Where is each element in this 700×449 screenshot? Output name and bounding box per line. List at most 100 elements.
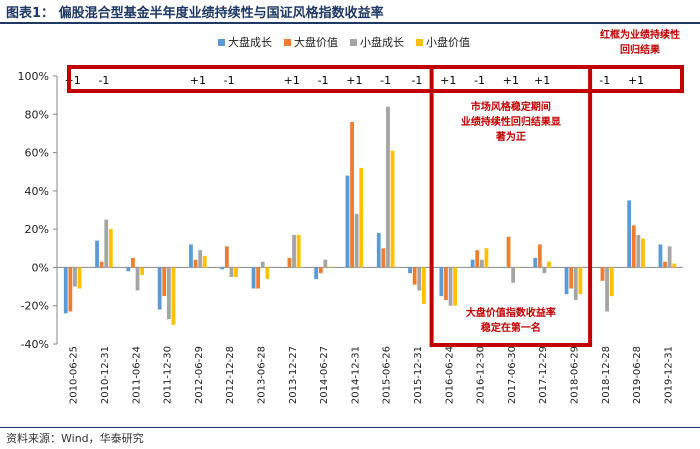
x-tick-label: 2019-12-31 — [663, 346, 674, 404]
persistence-label: -1 — [224, 74, 235, 87]
persistence-label: -1 — [98, 74, 109, 87]
bar-大盘价值-2019-12-31 — [663, 261, 667, 268]
footer-divider — [0, 427, 700, 428]
bar-小盘成长-2015-12-31 — [417, 267, 422, 291]
bar-小盘成长-2011-12-30 — [166, 267, 171, 320]
legend-swatch-大盘成长 — [218, 39, 225, 46]
bar-大盘价值-2014-06-27 — [318, 267, 323, 274]
bar-小盘成长-2010-12-31 — [104, 219, 109, 268]
legend-note: 回归结果 — [620, 43, 661, 56]
bar-大盘价值-2016-12-30 — [475, 250, 480, 268]
bar-大盘成长-2019-06-28 — [627, 200, 632, 268]
y-tick-label: -20% — [21, 300, 49, 313]
x-tick-label: 2018-12-28 — [601, 346, 612, 404]
bar-大盘成长-2013-12-27 — [282, 267, 287, 269]
bar-chart: -40% -20% 0% 20% 40% 60% 80% 100% 2010-06-25 2010… — [18, 28, 684, 404]
persistence-label: +1 — [284, 74, 300, 87]
bar-大盘价值-2012-06-29 — [193, 259, 198, 268]
bar-大盘价值-2019-06-28 — [631, 225, 636, 268]
bar-小盘价值-2017-06-30 — [515, 267, 520, 269]
y-tick-label: 80% — [25, 108, 49, 121]
legend-swatch-小盘成长 — [350, 39, 357, 46]
y-tick-label: -40% — [21, 338, 49, 351]
x-tick-label: 2016-06-24 — [444, 346, 455, 404]
x-tick-label: 2014-06-27 — [319, 346, 330, 404]
bar-小盘价值-2014-12-31 — [359, 167, 364, 268]
x-tick-label: 2012-06-29 — [194, 346, 205, 404]
stable-period-note: 业绩持续性回归结果显 — [461, 115, 561, 128]
bar-小盘成长-2015-06-26 — [386, 106, 390, 268]
x-tick-label: 2014-12-31 — [350, 346, 361, 404]
bar-小盘成长-2014-12-31 — [354, 213, 359, 268]
bar-大盘成长-2017-06-30 — [502, 267, 506, 269]
bar-大盘价值-2017-12-29 — [537, 244, 542, 268]
bar-大盘成长-2010-12-31 — [95, 240, 99, 268]
bar-小盘成长-2017-12-29 — [542, 267, 547, 274]
bar-小盘价值-2016-06-24 — [453, 267, 458, 306]
bar-小盘成长-2012-12-28 — [229, 267, 234, 277]
legend-swatch-小盘价值 — [416, 39, 423, 46]
bar-小盘成长-2016-06-24 — [448, 267, 453, 306]
bar-小盘成长-2011-06-24 — [135, 267, 140, 291]
y-tick-label: 60% — [25, 147, 49, 160]
x-tick-label: 2017-12-29 — [538, 346, 549, 404]
persistence-label: +1 — [65, 74, 81, 87]
bar-大盘价值-2014-12-31 — [350, 121, 354, 268]
bar-小盘成长-2018-06-29 — [573, 267, 578, 300]
bar-大盘成长-2016-06-24 — [439, 267, 444, 297]
bar-大盘成长-2014-06-27 — [314, 267, 319, 279]
bar-大盘成长-2015-06-26 — [376, 232, 381, 268]
legend-label-小盘成长: 小盘成长 — [360, 35, 404, 49]
y-tick-label: 40% — [25, 185, 49, 198]
x-tick-label: 2011-06-24 — [131, 346, 142, 404]
bar-大盘成长-2012-06-29 — [189, 244, 193, 268]
persistence-label: -1 — [318, 74, 329, 87]
bar-大盘成长-2011-12-30 — [157, 267, 162, 310]
source-note: 资料来源：Wind，华泰研究 — [6, 432, 144, 445]
bar-小盘价值-2011-06-24 — [140, 267, 145, 276]
bar-大盘价值-2012-12-28 — [224, 246, 229, 268]
persistence-label: +1 — [628, 74, 644, 87]
y-tick-label: 20% — [25, 223, 49, 236]
bar-小盘价值-2018-12-28 — [609, 267, 614, 297]
bar-小盘价值-2019-12-31 — [672, 263, 677, 268]
bar-小盘价值-2011-12-30 — [171, 267, 176, 325]
bar-大盘成长-2014-12-31 — [345, 175, 350, 268]
x-tick-label: 2012-12-28 — [225, 346, 236, 404]
x-tick-label: 2015-12-31 — [413, 346, 424, 404]
bar-小盘成长-2010-06-25 — [73, 267, 77, 287]
bar-小盘价值-2015-12-31 — [421, 267, 426, 304]
bar-大盘价值-2013-12-27 — [287, 257, 292, 268]
stable-period-note: 市场风格稳定期间 — [471, 100, 551, 113]
persistence-highlight-box — [67, 65, 684, 93]
bar-大盘价值-2018-12-28 — [600, 267, 605, 281]
x-tick-label: 2015-06-26 — [382, 346, 393, 404]
x-tick-label: 2010-12-31 — [100, 346, 111, 404]
bar-大盘成长-2019-12-31 — [658, 244, 663, 268]
bar-大盘价值-2015-12-31 — [412, 267, 417, 285]
bar-小盘成长-2012-06-29 — [198, 250, 203, 268]
persistence-label: +1 — [503, 74, 519, 87]
legend-label-大盘成长: 大盘成长 — [228, 35, 272, 49]
x-tick-label: 2013-06-28 — [256, 346, 267, 404]
persistence-label: +1 — [534, 74, 550, 87]
bar-小盘价值-2015-06-26 — [390, 150, 395, 268]
persistence-label: -1 — [380, 74, 391, 87]
bar-大盘成长-2017-12-29 — [533, 257, 538, 268]
bar-大盘成长-2013-06-28 — [251, 267, 256, 289]
bar-大盘价值-2018-06-29 — [569, 267, 574, 289]
bar-大盘成长-2011-06-24 — [126, 267, 131, 272]
bar-大盘价值-2010-06-25 — [68, 267, 73, 312]
x-tick-label: 2013-12-27 — [288, 346, 299, 404]
bar-小盘成长-2017-06-30 — [511, 267, 516, 283]
x-tick-label: 2011-12-30 — [163, 346, 174, 404]
x-tick-label: 2019-06-28 — [632, 346, 643, 404]
title-divider — [0, 22, 700, 24]
bar-小盘成长-2013-06-28 — [260, 261, 265, 268]
value-index-note: 大盘价值指数收益率 — [466, 306, 556, 319]
x-tick-label: 2016-12-30 — [476, 346, 487, 404]
persistence-label: +1 — [346, 74, 362, 87]
persistence-label: -1 — [474, 74, 485, 87]
stable-period-highlight-box — [429, 65, 593, 347]
bar-大盘成长-2010-06-25 — [63, 267, 68, 314]
